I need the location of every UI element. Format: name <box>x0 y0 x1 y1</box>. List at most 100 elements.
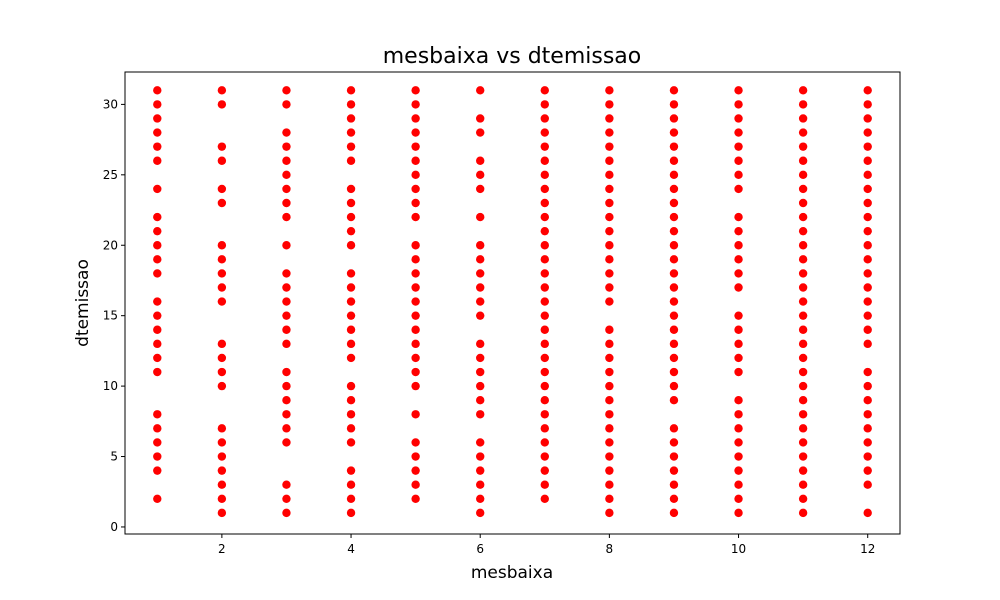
scatter-point <box>863 86 872 95</box>
scatter-point <box>669 114 679 123</box>
scatter-point <box>540 198 549 208</box>
scatter-point <box>476 381 485 391</box>
scatter-point <box>605 410 614 419</box>
scatter-point <box>605 452 614 461</box>
scatter-point <box>734 86 743 95</box>
scatter-point <box>734 128 743 137</box>
scatter-point <box>669 424 679 433</box>
scatter-point <box>734 494 743 503</box>
scatter-point <box>282 128 291 137</box>
scatter-point <box>411 297 420 306</box>
scatter-point <box>476 438 485 447</box>
scatter-point <box>540 494 549 503</box>
scatter-point <box>863 100 872 109</box>
scatter-point <box>540 255 549 264</box>
scatter-point <box>346 269 356 278</box>
scatter-point <box>476 480 485 489</box>
scatter-point <box>153 452 162 461</box>
scatter-point <box>540 339 549 349</box>
scatter-point <box>411 114 420 123</box>
scatter-point <box>282 184 291 194</box>
scatter-point <box>153 156 162 165</box>
scatter-point <box>346 283 356 292</box>
scatter-point <box>476 269 485 278</box>
scatter-point <box>863 297 872 306</box>
scatter-point <box>605 184 614 194</box>
scatter-point <box>863 128 872 137</box>
scatter-point <box>863 198 872 208</box>
scatter-point <box>734 142 743 151</box>
scatter-point <box>346 114 356 123</box>
scatter-point <box>411 283 420 292</box>
scatter-point <box>734 438 743 447</box>
scatter-point <box>153 226 162 236</box>
scatter-point <box>282 170 291 180</box>
scatter-point <box>669 339 679 349</box>
scatter-point <box>605 297 614 306</box>
scatter-point <box>153 114 162 123</box>
scatter-point <box>153 184 162 194</box>
scatter-point <box>217 480 227 489</box>
scatter-point <box>734 226 743 236</box>
scatter-point <box>153 86 162 95</box>
scatter-point <box>734 367 743 377</box>
scatter-point <box>669 494 679 503</box>
scatter-point <box>153 466 162 475</box>
scatter-point <box>605 283 614 292</box>
scatter-point <box>476 184 485 194</box>
scatter-point <box>605 198 614 208</box>
scatter-point <box>217 156 227 165</box>
x-tick-label: 6 <box>476 542 484 556</box>
scatter-point <box>605 480 614 489</box>
scatter-point <box>540 410 549 419</box>
scatter-point <box>540 226 549 236</box>
scatter-point <box>217 142 227 151</box>
scatter-point <box>476 156 485 165</box>
scatter-point <box>669 466 679 475</box>
x-tick-label: 2 <box>218 542 226 556</box>
scatter-point <box>863 226 872 236</box>
scatter-point <box>282 381 291 391</box>
scatter-point <box>346 86 356 95</box>
scatter-point <box>476 494 485 503</box>
scatter-point <box>153 269 162 278</box>
scatter-point <box>411 86 420 95</box>
scatter-point <box>217 86 227 95</box>
scatter-point <box>605 325 614 334</box>
scatter-point <box>282 508 291 518</box>
scatter-point <box>734 184 743 194</box>
scatter-point <box>734 114 743 123</box>
scatter-point <box>540 311 549 320</box>
scatter-point <box>734 212 743 222</box>
scatter-point <box>540 438 549 447</box>
scatter-point <box>411 353 420 363</box>
scatter-point <box>282 156 291 165</box>
scatter-point <box>669 395 679 405</box>
scatter-point <box>605 128 614 137</box>
y-tick-label: 20 <box>103 238 118 252</box>
scatter-point <box>798 100 808 109</box>
scatter-point <box>282 283 291 292</box>
scatter-point <box>734 283 743 292</box>
scatter-point <box>734 170 743 180</box>
scatter-point <box>734 339 743 349</box>
scatter-point <box>605 438 614 447</box>
scatter-point <box>217 353 227 363</box>
scatter-point <box>734 508 743 518</box>
scatter-point <box>798 255 808 264</box>
scatter-point <box>153 297 162 306</box>
scatter-point <box>540 156 549 165</box>
plot-frame <box>124 71 901 535</box>
y-axis-label: dtemissao <box>73 259 93 347</box>
scatter-point <box>540 452 549 461</box>
scatter-point <box>863 241 872 250</box>
scatter-point <box>282 241 291 250</box>
scatter-point <box>217 184 227 194</box>
scatter-point <box>346 395 356 405</box>
scatter-point <box>605 114 614 123</box>
x-tick-label: 10 <box>731 542 746 556</box>
scatter-point <box>863 424 872 433</box>
scatter-point <box>798 381 808 391</box>
scatter-point <box>798 128 808 137</box>
scatter-point <box>411 311 420 320</box>
